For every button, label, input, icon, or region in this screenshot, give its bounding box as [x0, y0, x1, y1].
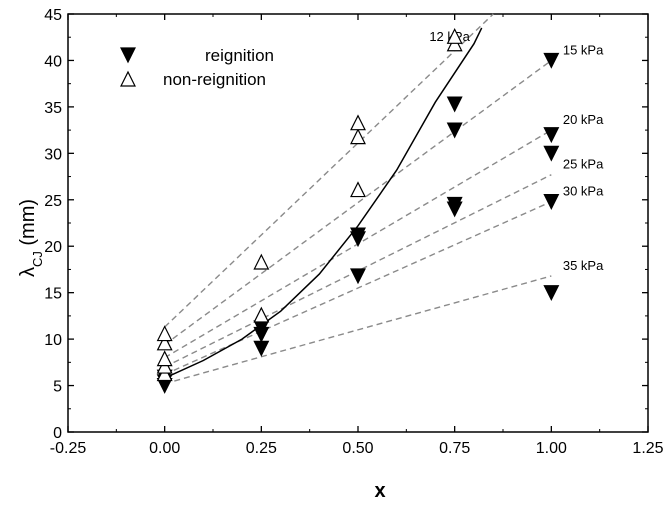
reignition-point [446, 196, 463, 213]
y-axis-title-unit: (mm) [17, 199, 39, 251]
reignition-point [543, 127, 560, 144]
reignition-point [543, 145, 560, 162]
x-tick-label: 0.50 [342, 440, 373, 457]
x-tick-label: 1.00 [536, 440, 567, 457]
legend-label-non-reignition: non-reignition [163, 70, 266, 89]
y-axis-title: λCJ (mm) [17, 199, 45, 277]
y-tick-label: 20 [44, 239, 62, 256]
x-tick-label: 0.75 [439, 440, 470, 457]
fit-curve-group [164, 27, 483, 379]
axes: -0.25 0.00 0.25 0.50 0.75 1.00 1.25 0 5 10 15 20 25 3… [44, 7, 663, 457]
y-axis-title-sub: CJ [30, 251, 45, 267]
non-reignition-point [350, 181, 366, 198]
plot-frame [67, 13, 649, 433]
reignition-point [543, 285, 560, 302]
dashed-line [164, 275, 552, 385]
dashed-line [164, 13, 494, 328]
non-reignition-point [350, 114, 366, 131]
non-reignition-point [350, 128, 366, 145]
pressure-label: 20 kPa [563, 112, 604, 127]
pressure-label: 35 kPa [563, 258, 604, 273]
y-tick-label: 40 [44, 53, 62, 70]
non-reignition-point [446, 27, 463, 44]
reignition-point [543, 194, 560, 210]
x-axis-title: x [374, 480, 385, 502]
reignition-point [446, 96, 463, 113]
legend-marker-non-reignition [120, 70, 136, 87]
non-reignition-point [253, 253, 270, 270]
pressure-label: 30 kPa [563, 184, 604, 199]
reignition-point [543, 52, 560, 69]
y-axis-title-main: λ [17, 267, 39, 277]
pressure-label: 15 kPa [563, 42, 604, 57]
non-reignition-point [156, 325, 173, 342]
dashed-line [164, 59, 552, 346]
fit-curve [164, 27, 483, 379]
x-tick-label: 0.25 [246, 440, 277, 457]
legend: reignition non-reignition [120, 46, 274, 89]
pressure-label: 25 kPa [563, 157, 604, 172]
y-tick-label: 45 [44, 7, 62, 24]
reignition-point [253, 340, 270, 357]
y-tick-label: 35 [44, 100, 62, 117]
y-tick-label: 10 [44, 332, 62, 349]
reignition-point [350, 227, 366, 244]
y-tick-label: 15 [44, 286, 62, 303]
non-reignition-point [156, 334, 173, 351]
y-tick-label: 0 [53, 425, 62, 442]
x-tick-label: -0.25 [50, 440, 87, 457]
legend-label-reignition: reignition [205, 46, 274, 65]
data-points [156, 27, 560, 394]
reignition-point [446, 122, 463, 139]
non-reignition-point [156, 350, 173, 367]
legend-marker-reignition [120, 47, 136, 64]
y-tick-label: 5 [53, 379, 62, 396]
reignition-point [350, 268, 366, 285]
y-tick-label: 30 [44, 146, 62, 163]
y-tick-label: 25 [44, 193, 62, 210]
x-tick-label: 1.25 [632, 440, 663, 457]
x-tick-label: 0.00 [149, 440, 180, 457]
non-reignition-point [253, 306, 270, 323]
